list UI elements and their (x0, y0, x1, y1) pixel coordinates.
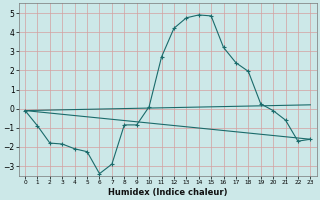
X-axis label: Humidex (Indice chaleur): Humidex (Indice chaleur) (108, 188, 228, 197)
